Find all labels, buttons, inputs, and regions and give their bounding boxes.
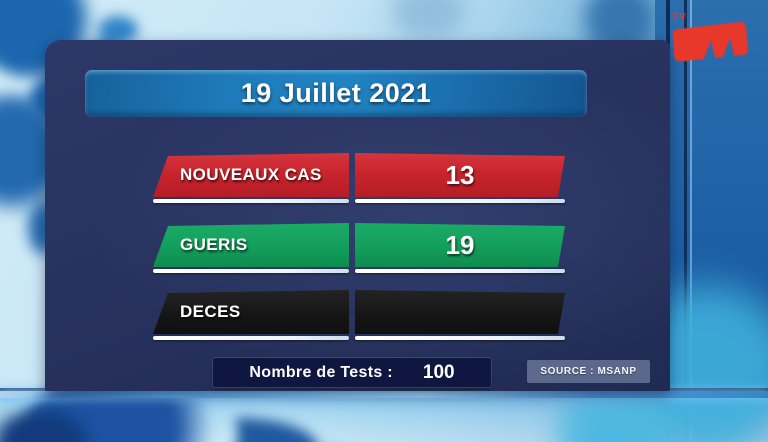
virus-image-top-center (378, 0, 478, 38)
row-underline (355, 199, 565, 203)
tests-count-bar: Nombre de Tests : 100 (213, 358, 491, 387)
tests-value: 100 (422, 361, 455, 383)
table-row-deces: DECES (153, 290, 565, 340)
row-underline (355, 336, 565, 340)
row-value: 13 (445, 159, 475, 190)
background-stripe (684, 0, 687, 442)
row-label-cell: NOUVEAUX CAS (153, 153, 349, 203)
row-label-cell: GUERIS (153, 223, 349, 273)
value-bar-black (355, 290, 565, 334)
row-label-cell: DECES (153, 290, 349, 340)
row-value: 19 (445, 229, 475, 260)
tests-label: Nombre de Tests : (249, 363, 393, 381)
row-underline (355, 269, 565, 273)
row-label: GUERIS (180, 235, 248, 254)
row-value-cell: 13 (355, 153, 565, 203)
row-underline (153, 199, 349, 203)
date-title-bar: 19 Juillet 2021 (85, 70, 587, 117)
row-value-cell: 19 (355, 223, 565, 273)
row-underline (153, 336, 349, 340)
stats-panel: 19 Juillet 2021 NOUVEAUX CAS 13 GUERIS (45, 40, 670, 391)
value-bar-red: 13 (355, 153, 565, 197)
date-title: 19 Juillet 2021 (240, 78, 432, 108)
row-label: DECES (180, 302, 241, 321)
tvm-m-icon (672, 21, 748, 61)
label-bar-black: DECES (153, 290, 349, 334)
background-stripe (690, 0, 692, 442)
row-label: NOUVEAUX CAS (180, 165, 322, 184)
table-row-gueris: GUERIS 19 (153, 223, 565, 273)
source-label: SOURCE : MSANP (540, 366, 637, 377)
label-bar-red: NOUVEAUX CAS (153, 153, 349, 197)
label-bar-green: GUERIS (153, 223, 349, 267)
table-row-nouveaux-cas: NOUVEAUX CAS 13 (153, 153, 565, 203)
source-tag: SOURCE : MSANP (527, 360, 650, 383)
value-bar-green: 19 (355, 223, 565, 267)
row-value-cell (355, 290, 565, 340)
logo-tv-text: TV (672, 12, 687, 23)
tvm-channel-logo: TV (670, 12, 750, 62)
row-underline (153, 269, 349, 273)
glow-divider-line (0, 391, 768, 398)
